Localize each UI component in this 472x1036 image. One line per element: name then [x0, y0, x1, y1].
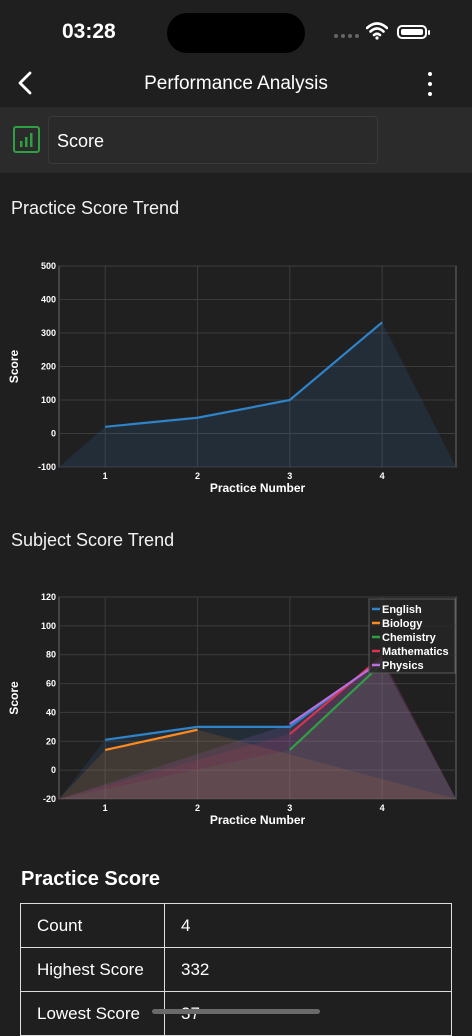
- legend-label: Physics: [382, 660, 424, 672]
- legend-label: Mathematics: [382, 646, 449, 658]
- y-tick-label: 200: [41, 362, 56, 372]
- bar-chart-icon: [13, 126, 40, 153]
- x-tick-label: 1: [103, 803, 108, 813]
- home-indicator[interactable]: [152, 1009, 320, 1014]
- practice-score-chart: -100 0 100 200 300 400 500 1 2 3 4 Practice Number S…: [7, 261, 457, 495]
- row-value-count: 4: [164, 903, 452, 948]
- cellular-signal-icon: [334, 34, 359, 38]
- y-tick-label: -100: [38, 462, 56, 472]
- x-tick-label: 4: [380, 471, 385, 481]
- dynamic-island: [167, 13, 305, 53]
- legend-box: [368, 598, 456, 674]
- y-tick-label: 0: [51, 429, 56, 439]
- y-tick-label: 40: [46, 707, 56, 717]
- series-line: [104, 728, 198, 752]
- row-label-highest: Highest Score: [20, 947, 165, 992]
- status-bar: 03:28: [0, 0, 472, 60]
- series-line: [289, 655, 383, 735]
- y-tick-label: 120: [41, 592, 56, 602]
- y-tick-label: 300: [41, 328, 56, 338]
- x-tick-label: 4: [380, 803, 385, 813]
- practice-score-title: Practice Score: [21, 868, 160, 890]
- metric-select[interactable]: Score: [48, 116, 378, 164]
- legend-label: Chemistry: [382, 632, 437, 644]
- x-tick-label: 3: [287, 803, 292, 813]
- legend-label: English: [382, 604, 422, 616]
- y-tick-label: 100: [41, 395, 56, 405]
- x-axis-title: Practice Number: [210, 813, 306, 827]
- x-axis-title: Practice Number: [210, 481, 306, 495]
- more-vertical-icon[interactable]: [418, 66, 442, 102]
- subject-chart-title: Subject Score Trend: [11, 530, 175, 550]
- series-area: [59, 659, 456, 799]
- x-tick-label: 2: [195, 471, 200, 481]
- row-value-highest: 332: [164, 947, 452, 992]
- series-line: [289, 659, 383, 725]
- y-tick-label: 400: [41, 295, 56, 305]
- row-label-lowest: Lowest Score: [20, 991, 165, 1036]
- series-line: [289, 662, 383, 751]
- series-area: [59, 322, 456, 467]
- y-tick-label: 500: [41, 261, 56, 271]
- battery-icon: [397, 25, 430, 39]
- x-tick-label: 2: [195, 803, 200, 813]
- back-chevron-icon[interactable]: [12, 66, 42, 100]
- x-tick-label: 3: [287, 471, 292, 481]
- y-tick-label: 60: [46, 679, 56, 689]
- x-tick-label: 1: [103, 471, 108, 481]
- series-line: [105, 321, 383, 428]
- wifi-icon: [366, 22, 388, 40]
- row-label-count: Count: [20, 903, 165, 948]
- series-area: [59, 656, 456, 799]
- y-tick-label: -20: [43, 794, 56, 804]
- y-tick-label: 0: [51, 765, 56, 775]
- practice-score-table: Count 4 Highest Score 332 Lowest Score 3…: [20, 903, 452, 1036]
- y-axis-title: Score: [7, 681, 21, 715]
- y-tick-label: 80: [46, 650, 56, 660]
- series-area: [59, 663, 456, 799]
- page-title: Performance Analysis: [144, 73, 328, 94]
- navigation-bar: Performance Analysis: [0, 60, 472, 107]
- table-row: Count 4: [20, 903, 452, 948]
- y-tick-label: 20: [46, 736, 56, 746]
- legend-label: Biology: [382, 618, 423, 630]
- practice-chart-title: Practice Score Trend: [11, 198, 180, 218]
- table-row: Highest Score 332: [20, 947, 452, 992]
- series-area: [59, 660, 456, 799]
- status-time: 03:28: [62, 20, 116, 43]
- y-axis-title: Score: [7, 350, 21, 384]
- y-tick-label: 100: [41, 621, 56, 631]
- subject-score-chart: -20 0 20 40 60 80 100 120 1 2 3 4 Practice Number Sco…: [7, 592, 457, 827]
- series-area: [59, 729, 456, 799]
